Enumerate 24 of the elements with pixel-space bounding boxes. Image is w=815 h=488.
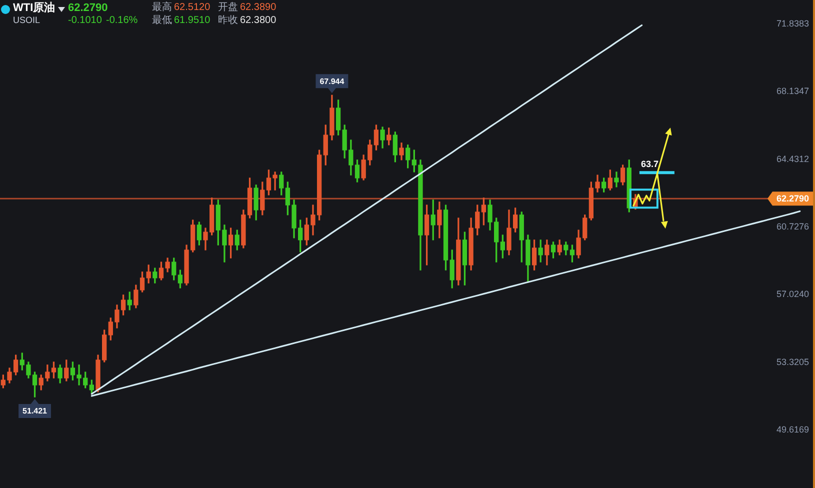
annotation: 51.421	[22, 406, 48, 416]
y-tick-label: 49.6169	[776, 424, 809, 434]
annotation: 61.9510	[174, 15, 210, 26]
annotation: 62.3800	[240, 15, 276, 26]
text: 62.2790	[68, 2, 108, 14]
text: 62.3890	[240, 2, 276, 13]
annotation: 最低	[152, 15, 172, 26]
annotation: -0.1010	[68, 15, 102, 26]
text: 最高	[152, 2, 172, 13]
annotation: 63.7	[641, 159, 659, 169]
y-tick-label: 68.1347	[776, 86, 809, 96]
text: 开盘	[218, 2, 238, 13]
y-tick-label: 57.0240	[776, 289, 809, 300]
annotation: 昨收	[218, 15, 238, 26]
chart-title: WTI原油	[13, 2, 56, 14]
ref-line-label: 62.2790	[776, 194, 809, 204]
annotation: -0.16%	[106, 15, 138, 26]
text: 62.5120	[174, 2, 210, 13]
y-tick-label: 53.3205	[776, 356, 809, 367]
chart-subtitle: USOIL	[13, 15, 40, 25]
y-tick-label: 60.7276	[776, 221, 809, 232]
y-tick-label: 64.4312	[776, 154, 809, 164]
annotation: 67.944	[320, 76, 345, 86]
y-tick-label: 71.8383	[776, 18, 809, 28]
